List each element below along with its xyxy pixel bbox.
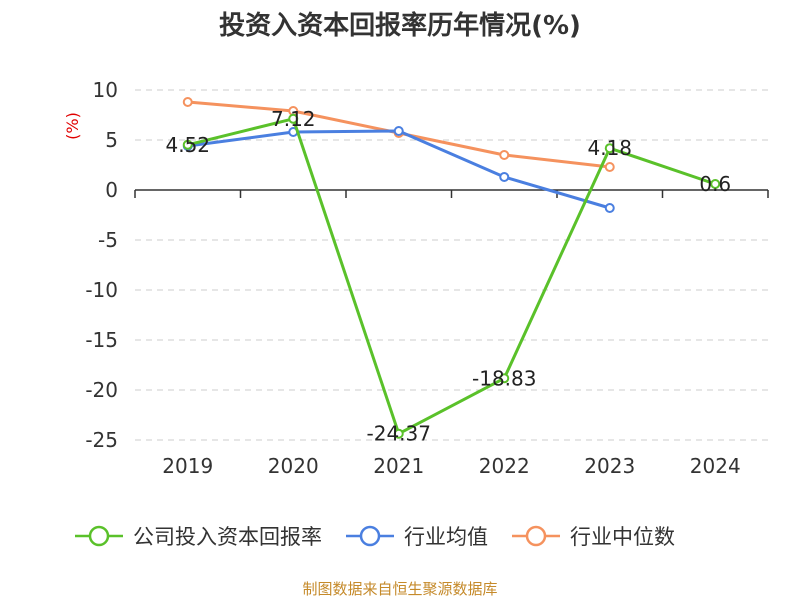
chart-title: 投资入资本回报率历年情况(%) bbox=[219, 10, 581, 41]
data-point bbox=[604, 162, 615, 172]
data-point bbox=[393, 126, 404, 136]
data-point bbox=[604, 203, 615, 213]
data-label: -24.37 bbox=[367, 422, 431, 446]
x-tick-label: 2020 bbox=[268, 454, 319, 478]
data-label-layer: 4.52 7.12 -24.37 -18.83 4.18 0.6 bbox=[165, 107, 731, 446]
data-point bbox=[393, 428, 404, 439]
axis-layer: 10 5 0 -5 -10 -15 -20 -25 2019 2020 2021 2022 2023 20… bbox=[85, 78, 769, 478]
y-tick-label: -15 bbox=[85, 328, 118, 352]
y-axis-label: (%) bbox=[63, 112, 82, 140]
data-label: 4.52 bbox=[165, 133, 210, 157]
data-point bbox=[710, 179, 721, 189]
data-point bbox=[604, 143, 615, 154]
x-tick-label: 2022 bbox=[479, 454, 530, 478]
y-tick-label: 10 bbox=[93, 78, 118, 102]
legend-marker bbox=[525, 525, 547, 547]
data-label: 7.12 bbox=[271, 107, 316, 131]
y-tick-label: -25 bbox=[85, 428, 118, 452]
legend-item[interactable]: 行业均值 bbox=[346, 525, 488, 549]
legend: 公司投入资本回报率 行业均值 行业中位数 bbox=[75, 525, 675, 549]
y-tick-label: -5 bbox=[98, 228, 118, 252]
series-layer bbox=[182, 97, 721, 439]
legend-item[interactable]: 公司投入资本回报率 bbox=[75, 525, 322, 549]
y-tick-label: 5 bbox=[105, 128, 118, 152]
y-tick-label: -10 bbox=[85, 278, 118, 302]
x-tick-label: 2024 bbox=[690, 454, 741, 478]
data-point bbox=[499, 172, 510, 182]
legend-marker bbox=[359, 525, 381, 547]
legend-item[interactable]: 行业中位数 bbox=[512, 525, 675, 549]
x-tick-label: 2021 bbox=[373, 454, 424, 478]
data-point bbox=[499, 373, 510, 384]
series-line bbox=[187, 117, 716, 436]
legend-label: 公司投入资本回报率 bbox=[133, 525, 322, 549]
legend-label: 行业均值 bbox=[404, 525, 488, 549]
legend-marker bbox=[88, 525, 110, 547]
data-label: -18.83 bbox=[472, 366, 536, 390]
x-tick-label: 2023 bbox=[584, 454, 635, 478]
data-label: 0.6 bbox=[699, 172, 731, 196]
y-tick-label: -20 bbox=[85, 378, 118, 402]
series-line bbox=[187, 129, 611, 210]
y-tick-label: 0 bbox=[105, 178, 118, 202]
data-point bbox=[499, 150, 510, 160]
data-point bbox=[182, 97, 193, 107]
data-point bbox=[288, 113, 299, 124]
legend-label: 行业中位数 bbox=[570, 525, 675, 549]
data-label: 4.18 bbox=[587, 136, 632, 160]
data-point bbox=[182, 139, 193, 150]
x-tick-label: 2019 bbox=[162, 454, 213, 478]
source-note: 制图数据来自恒生聚源数据库 bbox=[302, 580, 497, 598]
